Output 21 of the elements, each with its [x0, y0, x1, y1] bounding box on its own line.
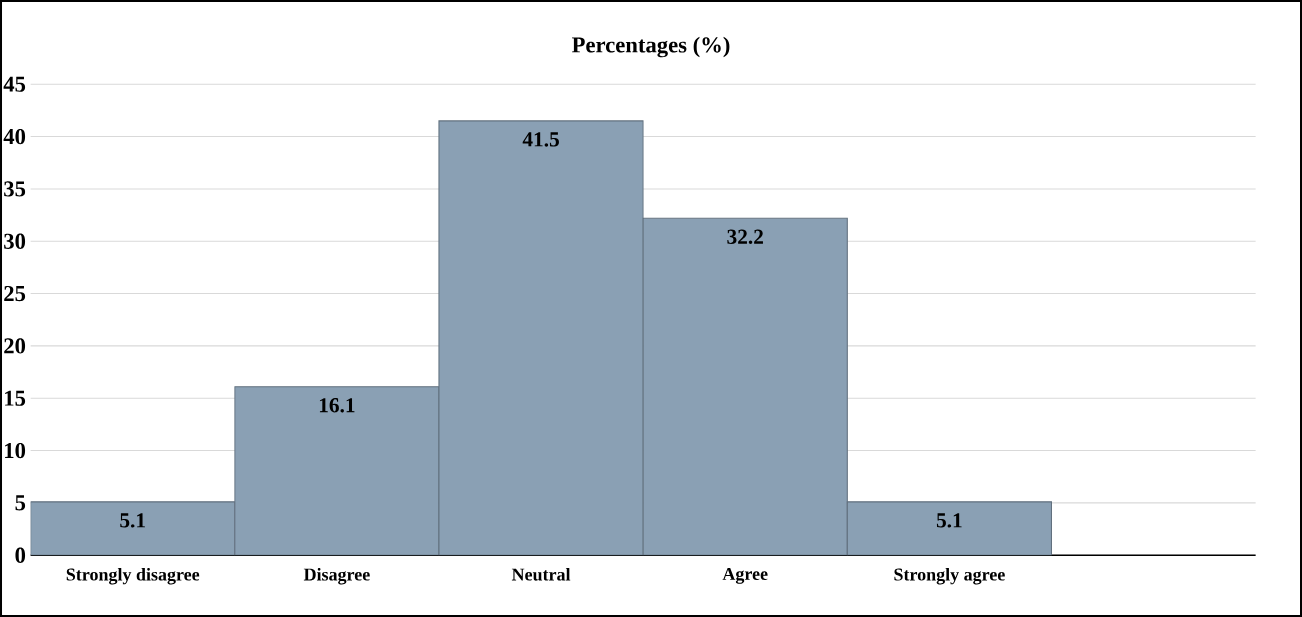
data-label: 32.2: [727, 229, 763, 245]
y-tick-label: 35: [4, 181, 26, 197]
x-tick-label: Agree: [722, 567, 768, 584]
data-label: 5.1: [936, 513, 962, 528]
x-tick-label: Strongly agree: [894, 567, 1005, 585]
y-tick-label: 0: [15, 547, 26, 563]
y-tick-label: 5: [15, 495, 26, 511]
y-tick-label: 10: [5, 442, 26, 459]
data-label: 41.5: [522, 132, 559, 147]
x-tick-label: Disagree: [303, 567, 370, 585]
y-tick-label: 15: [5, 390, 26, 406]
y-tick-label: 25: [4, 285, 26, 302]
y-tick-label: 40: [3, 128, 26, 145]
x-tick-label: Neutral: [511, 567, 571, 581]
data-label: 5.1: [120, 513, 145, 528]
chart-title: Percentages (%): [572, 36, 730, 58]
y-tick-label: 45: [3, 76, 26, 92]
data-label: 16.1: [319, 398, 355, 413]
y-tick-label: 30: [4, 233, 26, 249]
x-tick-label: Strongly disagree: [66, 567, 200, 585]
y-tick-label: 20: [4, 338, 26, 354]
